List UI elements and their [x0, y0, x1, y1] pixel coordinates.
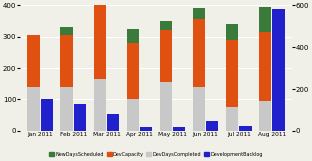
- Bar: [61, 35, 73, 87]
- Bar: [259, 32, 271, 101]
- Bar: [140, 127, 152, 131]
- Bar: [74, 104, 86, 131]
- Bar: [259, 7, 271, 32]
- Bar: [272, 9, 285, 131]
- Bar: [94, 0, 106, 79]
- Bar: [160, 21, 172, 30]
- Bar: [193, 87, 205, 131]
- Bar: [160, 82, 172, 131]
- Bar: [127, 29, 139, 43]
- Bar: [226, 40, 238, 107]
- Bar: [61, 27, 73, 35]
- Legend: NewDaysScheduled, DevCapacity, DevDaysCompleted, DevelopmentBacklog: NewDaysScheduled, DevCapacity, DevDaysCo…: [47, 150, 265, 159]
- Bar: [27, 35, 40, 87]
- Bar: [239, 126, 251, 131]
- Bar: [206, 121, 218, 131]
- Bar: [61, 87, 73, 131]
- Bar: [259, 101, 271, 131]
- Bar: [226, 24, 238, 40]
- Bar: [41, 99, 53, 131]
- Bar: [107, 114, 119, 131]
- Bar: [127, 43, 139, 99]
- Bar: [160, 30, 172, 82]
- Bar: [127, 99, 139, 131]
- Bar: [193, 19, 205, 87]
- Bar: [94, 79, 106, 131]
- Bar: [193, 8, 205, 19]
- Bar: [226, 107, 238, 131]
- Bar: [27, 87, 40, 131]
- Bar: [173, 127, 185, 131]
